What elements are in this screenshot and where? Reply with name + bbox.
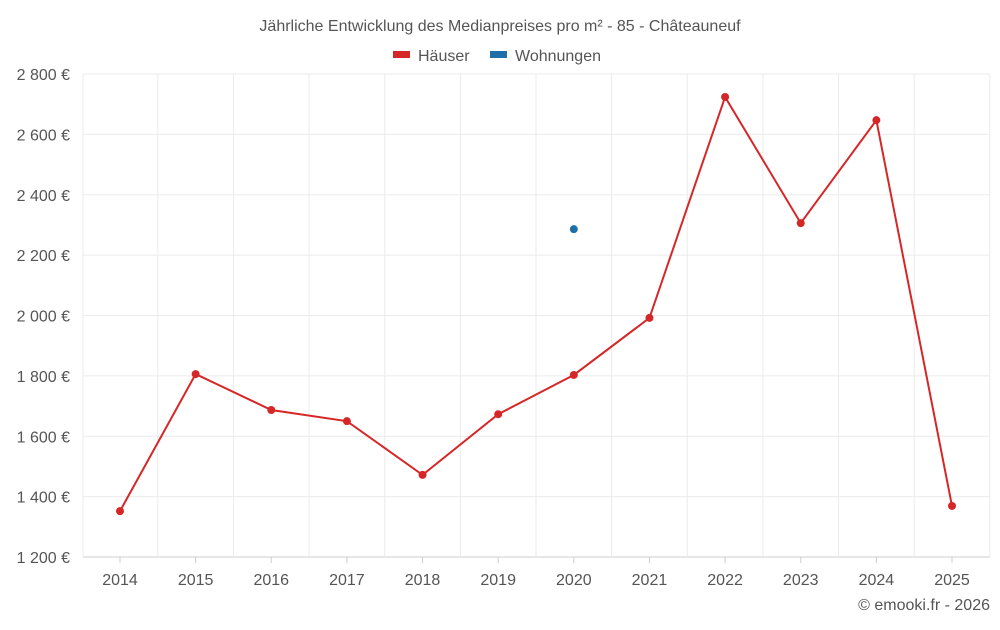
data-point xyxy=(796,219,805,228)
data-point xyxy=(569,225,578,234)
x-tick-label: 2024 xyxy=(859,572,895,589)
data-point xyxy=(191,370,200,379)
y-tick-label: 2 000 € xyxy=(17,309,70,326)
data-point xyxy=(494,410,503,419)
legend-swatch xyxy=(490,51,507,58)
x-tick-label: 2022 xyxy=(707,572,743,589)
x-tick-label: 2014 xyxy=(102,572,138,589)
series xyxy=(116,92,956,516)
x-tick-label: 2016 xyxy=(253,572,289,589)
y-tick-label: 1 200 € xyxy=(17,550,70,567)
data-point xyxy=(645,313,654,322)
x-tick-label: 2018 xyxy=(405,572,441,589)
y-tick-label: 1 600 € xyxy=(17,429,70,446)
x-tick-label: 2019 xyxy=(480,572,516,589)
grid xyxy=(82,73,991,558)
x-tick-label: 2017 xyxy=(329,572,365,589)
y-tick-label: 2 200 € xyxy=(17,248,70,265)
y-tick-label: 1 400 € xyxy=(17,490,70,507)
data-point xyxy=(116,507,124,516)
data-point xyxy=(267,405,276,414)
y-tick-label: 2 600 € xyxy=(17,127,70,144)
y-tick-label: 1 800 € xyxy=(17,369,70,386)
x-tick-label: 2020 xyxy=(556,572,592,589)
y-tick-label: 2 400 € xyxy=(17,188,70,205)
legend: Häuser Wohnungen xyxy=(393,48,601,65)
data-point xyxy=(872,116,881,125)
data-point xyxy=(721,92,730,101)
x-tick-label: 2025 xyxy=(934,572,970,589)
y-tick-label: 2 800 € xyxy=(17,67,70,84)
x-tick-label: 2015 xyxy=(178,572,214,589)
x-tick-label: 2021 xyxy=(632,572,668,589)
legend-label: Wohnungen xyxy=(515,48,601,65)
data-point xyxy=(948,501,956,510)
series-line-häuser xyxy=(119,94,953,512)
x-tick-label: 2023 xyxy=(783,572,819,589)
data-point xyxy=(418,470,427,479)
chart-title: Jährliche Entwicklung des Medianpreises … xyxy=(259,18,741,35)
data-point xyxy=(342,417,351,426)
legend-label: Häuser xyxy=(418,48,470,65)
data-point xyxy=(569,370,578,379)
credit: © emooki.fr - 2026 xyxy=(858,597,990,614)
axes: 1 200 € 1 400 € 1 600 € 1 800 € 2 000 € 2 200… xyxy=(17,67,970,589)
legend-swatch xyxy=(393,51,410,58)
